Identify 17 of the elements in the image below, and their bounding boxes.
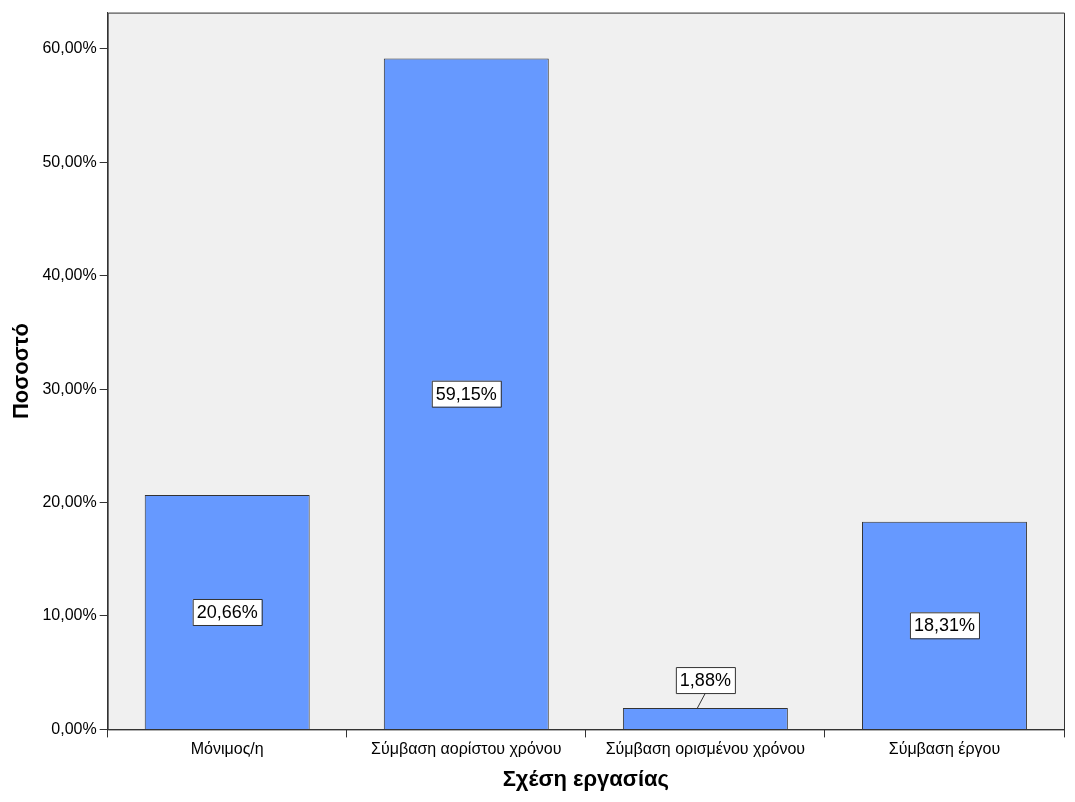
y-tick-label: 0,00%: [51, 719, 97, 737]
y-tick-label: 50,00%: [42, 152, 97, 170]
y-axis-title: Ποσοστό: [8, 322, 34, 420]
x-axis-title: Σχέση εργασίας: [502, 765, 669, 791]
x-tick-label: Σύμβαση έργου: [888, 740, 1001, 758]
data-label: 18,31%: [913, 615, 975, 636]
y-tick-label: 30,00%: [42, 379, 97, 397]
x-tick-label: Μόνιμος/η: [190, 740, 264, 758]
y-tick-label: 40,00%: [42, 266, 97, 284]
y-tick-label: 20,00%: [42, 492, 97, 510]
x-tick-label: Σύμβαση ορισμένου χρόνου: [605, 740, 806, 758]
y-tick-label: 10,00%: [42, 606, 97, 624]
data-label: 1,88%: [679, 670, 731, 691]
data-label: 59,15%: [435, 383, 497, 404]
y-tick-label: 60,00%: [42, 39, 97, 57]
x-tick-label: Σύμβαση αορίστου χρόνου: [371, 740, 562, 758]
data-label: 20,66%: [196, 601, 258, 622]
